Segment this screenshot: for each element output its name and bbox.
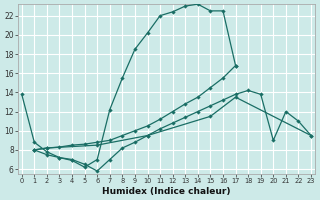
X-axis label: Humidex (Indice chaleur): Humidex (Indice chaleur) xyxy=(102,187,231,196)
